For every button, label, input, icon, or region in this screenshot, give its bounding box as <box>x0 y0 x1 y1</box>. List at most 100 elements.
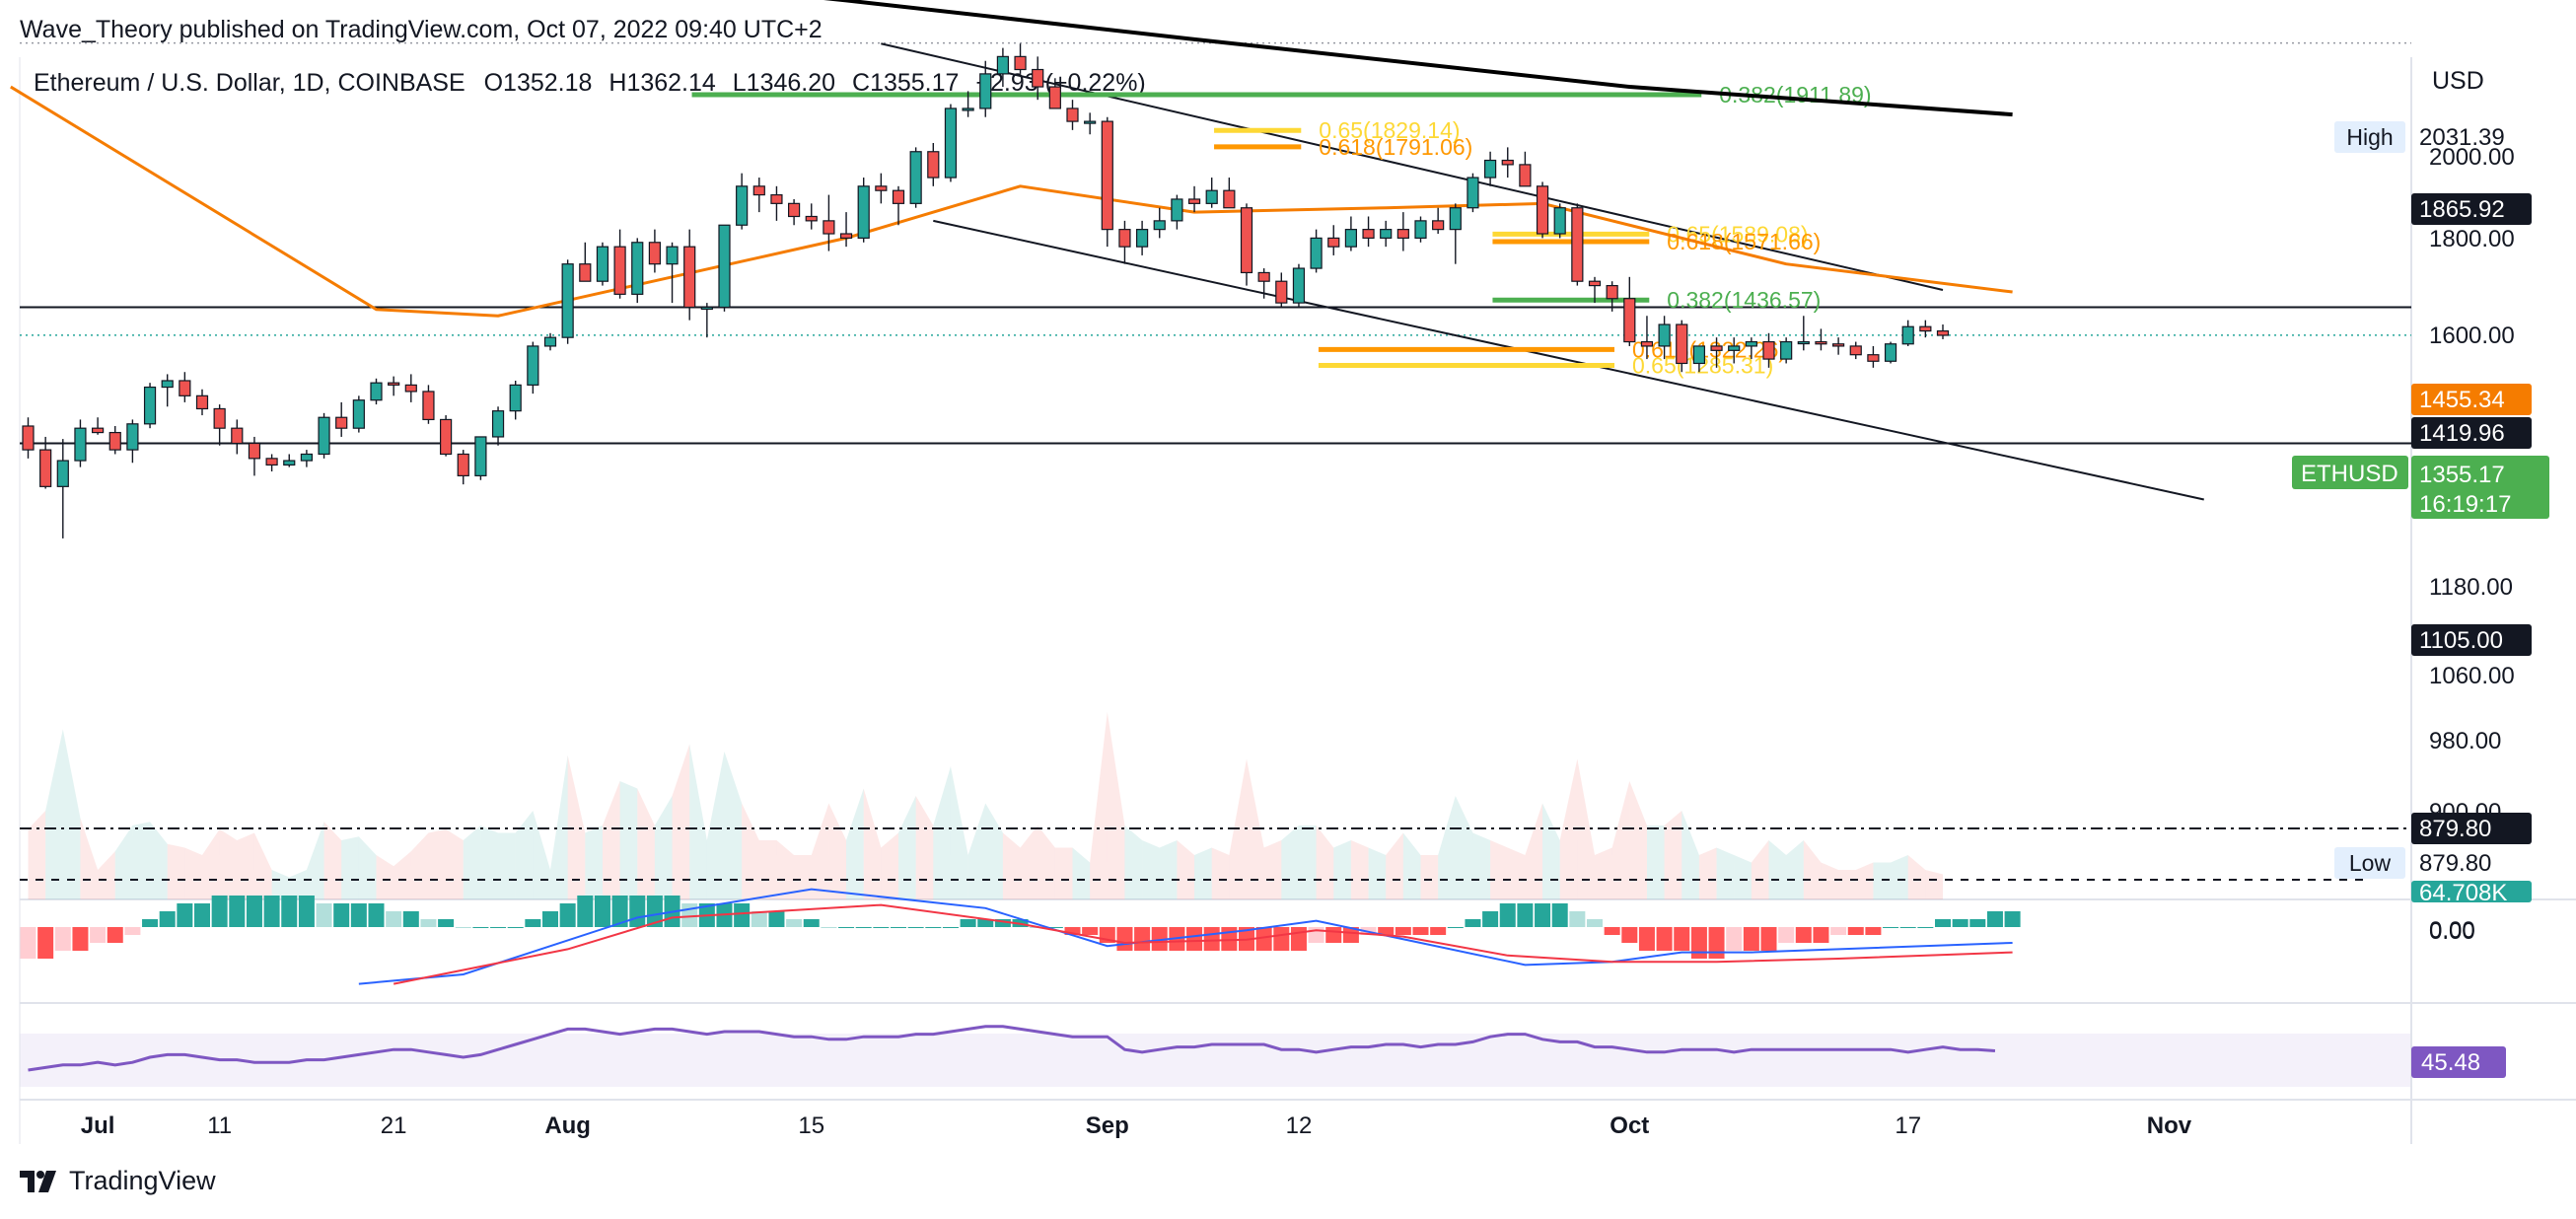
candle-body <box>1344 229 1358 248</box>
candle-body <box>805 215 818 222</box>
macd-histogram-bar <box>37 927 54 959</box>
macd-histogram-bar <box>1134 927 1151 951</box>
macd-histogram-bar <box>577 896 594 927</box>
macd-histogram-bar <box>263 896 280 927</box>
price-tag-box <box>2411 813 2532 844</box>
trendline-channel-lower[interactable] <box>933 219 2204 501</box>
volume-segment <box>1211 847 1230 899</box>
macd-histogram-bar <box>559 903 576 927</box>
candle-body <box>1501 159 1514 166</box>
volume-segment <box>1595 847 1612 899</box>
macd-histogram-bar <box>1465 919 1481 927</box>
volume-segment <box>1925 870 1943 899</box>
price-tag-text: 64.708K <box>2419 880 2507 906</box>
volume-segment <box>1298 825 1317 899</box>
price-axis-label: 2000.00 <box>2429 144 2515 171</box>
candle-body <box>1745 340 1757 347</box>
fib-levels[interactable]: 0.382(1911.89)0.65(1829.14)0.618(1791.06… <box>691 82 1872 379</box>
candle-body <box>1327 237 1340 248</box>
macd-histogram-bar <box>977 919 994 927</box>
macd-histogram-bar <box>1726 927 1743 951</box>
candle-body <box>1275 280 1288 304</box>
symbol-title[interactable]: Ethereum / U.S. Dollar, 1D, COINBASE <box>34 69 465 97</box>
candle-body <box>752 185 765 196</box>
macd-histogram-bar <box>507 927 524 928</box>
time-axis-label: Oct <box>1610 1112 1649 1139</box>
macd-histogram-bar <box>438 919 455 927</box>
price-tags: High 2031.39 1865.92 1455.34 1419.96 1355.17 1… <box>2292 121 2549 1078</box>
volume-segment <box>1611 781 1630 899</box>
candle-body <box>1396 229 1409 239</box>
candle-body <box>1432 220 1445 231</box>
time-axis-label: 12 <box>1286 1112 1313 1139</box>
volume-segment <box>253 832 272 899</box>
last-price-tag <box>2411 456 2549 519</box>
candle-body <box>543 336 557 347</box>
volume-segment <box>1350 840 1369 899</box>
volume-segment <box>202 828 220 899</box>
volume-segment <box>1855 862 1874 899</box>
macd-histogram-bar <box>177 903 193 927</box>
macd-histogram-bar <box>1813 927 1829 943</box>
candle-body <box>370 382 383 401</box>
macd-histogram-bar <box>1865 927 1882 935</box>
trendline-channel-upper[interactable] <box>881 42 1944 291</box>
time-axis-label: 17 <box>1895 1112 1921 1139</box>
volume-segment <box>1907 855 1926 899</box>
macd-histogram-bar <box>1830 927 1847 935</box>
currency-label[interactable]: USD <box>2432 67 2484 95</box>
trendlines[interactable] <box>881 42 2204 501</box>
candle-body <box>1606 284 1618 300</box>
macd-histogram-bar <box>1986 911 2003 927</box>
volume-segment <box>1629 781 1647 899</box>
candle-body <box>613 246 626 295</box>
candle-body <box>126 423 139 451</box>
macd-histogram-bar <box>925 927 942 928</box>
volume-segment <box>1873 862 1892 899</box>
candle-body <box>352 399 365 429</box>
symbol-header[interactable]: Ethereum / U.S. Dollar, 1D, COINBASE O13… <box>34 69 1146 98</box>
macd-histogram-bar <box>194 903 210 927</box>
price-tag-text: 1865.92 <box>2419 196 2505 223</box>
macd-histogram-bar <box>1569 911 1586 927</box>
tradingview-brand[interactable]: TradingView <box>20 1166 216 1196</box>
macd-histogram-bar <box>1674 927 1690 951</box>
fib-label: 0.618(1791.06) <box>1319 134 1472 160</box>
macd-histogram-bar <box>211 896 228 927</box>
rsi-value-tag <box>2411 1046 2506 1078</box>
macd-histogram-bar <box>751 911 767 927</box>
macd-histogram-bar <box>525 919 541 927</box>
candle-body <box>1710 345 1723 351</box>
candle-body <box>996 55 1010 75</box>
macd-histogram-bar <box>1778 927 1795 943</box>
ohlc-open: O1352.18 <box>483 69 593 97</box>
volume-segment <box>1177 840 1195 899</box>
volume-segment <box>1002 832 1021 899</box>
candle-body <box>231 427 244 445</box>
candle-body <box>648 242 662 265</box>
volume-segment <box>654 796 673 899</box>
candle-body <box>1536 185 1549 235</box>
price-axis-label: 0.00 <box>2429 917 2475 944</box>
macd-histogram-bar <box>316 903 332 927</box>
time-axis-label: Nov <box>2147 1112 2192 1139</box>
tag-value: 879.80 <box>2419 850 2491 877</box>
volume-segment <box>602 781 620 899</box>
candle-body <box>1728 345 1741 351</box>
volume-segment <box>1107 712 1125 899</box>
tag-label: Low <box>2349 850 2392 876</box>
macd-histogram-bar <box>455 927 471 928</box>
volume-segment <box>167 843 185 899</box>
rsi-band <box>20 1034 2411 1087</box>
candle-body <box>74 427 87 462</box>
macd-histogram-bar <box>646 896 663 927</box>
candle-body <box>1310 237 1323 269</box>
price-axis-label: 1180.00 <box>2429 574 2513 601</box>
candle-body <box>1519 164 1532 187</box>
volume-segment <box>1559 758 1578 899</box>
volume-segment <box>828 803 847 899</box>
macd-histogram-bar <box>1517 903 1534 927</box>
candle-body <box>1380 229 1393 239</box>
macd-histogram-bar <box>298 896 315 927</box>
